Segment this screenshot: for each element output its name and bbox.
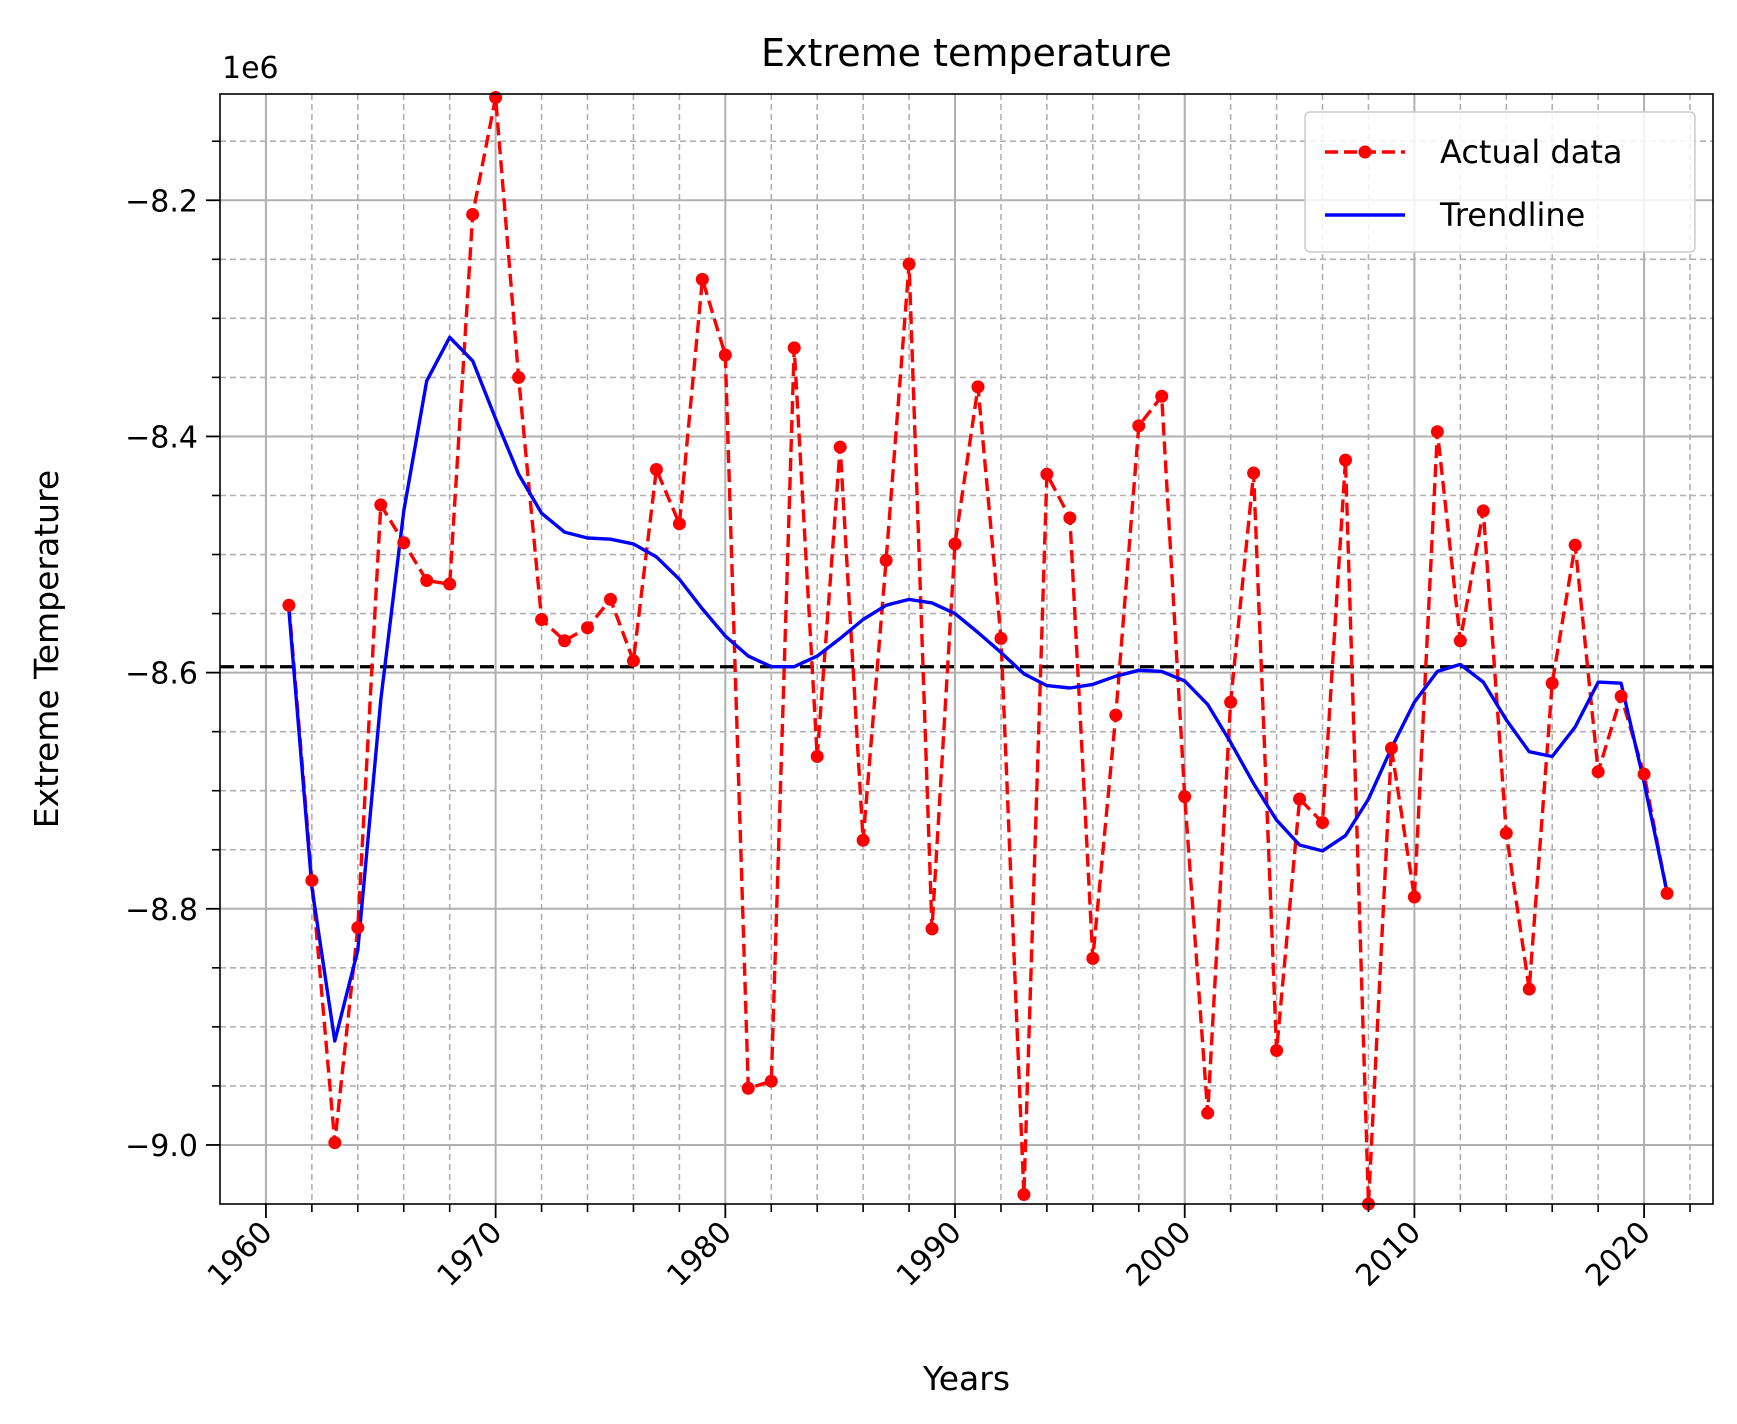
data-point-actual-data (1040, 467, 1054, 481)
data-point-actual-data (1178, 790, 1192, 804)
data-point-actual-data (489, 91, 503, 105)
data-point-actual-data (695, 272, 709, 286)
grid (220, 94, 1713, 1204)
data-point-actual-data (1316, 816, 1330, 830)
series-line-trendline (287, 335, 1669, 1043)
data-point-actual-data (328, 1136, 342, 1150)
data-point-actual-data (1155, 389, 1169, 403)
data-point-actual-data (672, 517, 686, 531)
data-point-actual-data (1499, 826, 1513, 840)
y-tick-label: −8.4 (125, 420, 198, 455)
data-point-actual-data (1476, 504, 1490, 518)
data-point-actual-data (1591, 765, 1605, 779)
data-point-actual-data (351, 921, 365, 935)
data-point-actual-data (1384, 741, 1398, 755)
data-point-actual-data (305, 873, 319, 887)
data-point-actual-data (1407, 890, 1421, 904)
data-point-actual-data (1637, 767, 1651, 781)
legend-box (1304, 111, 1696, 253)
data-point-actual-data (420, 574, 434, 588)
data-point-actual-data (856, 833, 870, 847)
data-point-actual-data (994, 631, 1008, 645)
chart-title: Extreme temperature (761, 31, 1172, 75)
data-point-actual-data (925, 922, 939, 936)
y-axis-label: Extreme Temperature (27, 470, 66, 828)
legend-label-trendline: Trendline (1439, 196, 1585, 234)
data-point-actual-data (810, 749, 824, 763)
data-point-actual-data (1293, 792, 1307, 806)
data-point-actual-data (741, 1081, 755, 1095)
data-point-actual-data (764, 1074, 778, 1088)
data-point-actual-data (512, 370, 526, 384)
data-point-actual-data (1545, 676, 1559, 690)
data-point-actual-data (1201, 1106, 1215, 1120)
data-point-actual-data (1338, 453, 1352, 467)
data-point-actual-data (603, 592, 617, 606)
data-point-actual-data (1453, 634, 1467, 648)
data-point-actual-data (1430, 425, 1444, 439)
y-tick-label: −9.0 (125, 1129, 198, 1164)
y-tick-label: −8.6 (125, 657, 198, 692)
data-point-actual-data (1132, 419, 1146, 433)
data-point-actual-data (1660, 886, 1674, 900)
data-point-actual-data (282, 598, 296, 612)
data-point-actual-data (374, 498, 388, 512)
data-point-actual-data (466, 207, 480, 221)
data-point-actual-data (558, 634, 572, 648)
data-point-actual-data (1063, 511, 1077, 525)
data-point-actual-data (1017, 1188, 1031, 1202)
data-point-actual-data (787, 341, 801, 355)
y-tick-label: −8.2 (125, 184, 198, 219)
legend: Actual data Trendline (1304, 111, 1696, 253)
data-point-actual-data (626, 654, 640, 668)
data-point-actual-data (581, 621, 595, 635)
data-point-actual-data (1086, 951, 1100, 965)
x-axis-label: Years (922, 1359, 1010, 1398)
data-point-actual-data (1224, 695, 1238, 709)
series-layer (282, 91, 1674, 1211)
data-point-actual-data (535, 612, 549, 626)
data-point-actual-data (397, 536, 411, 550)
y-tick-label: −8.8 (125, 893, 198, 928)
data-point-actual-data (1522, 982, 1536, 996)
data-point-actual-data (1270, 1043, 1284, 1057)
data-point-actual-data (1247, 466, 1261, 480)
data-point-actual-data (1109, 708, 1123, 722)
data-point-actual-data (718, 348, 732, 362)
data-point-actual-data (948, 537, 962, 551)
data-point-actual-data (443, 577, 457, 591)
data-point-actual-data (879, 553, 893, 567)
data-point-actual-data (1614, 689, 1628, 703)
data-point-actual-data (1568, 538, 1582, 552)
y-axis-offset-label: 1e6 (222, 51, 279, 86)
data-point-actual-data (649, 463, 663, 477)
legend-marker-actual-data (1358, 145, 1372, 159)
data-point-actual-data (833, 440, 847, 454)
plot-frame (219, 93, 1714, 1205)
data-point-actual-data (971, 380, 985, 394)
data-point-actual-data (902, 257, 916, 271)
legend-label-actual-data: Actual data (1440, 133, 1623, 171)
